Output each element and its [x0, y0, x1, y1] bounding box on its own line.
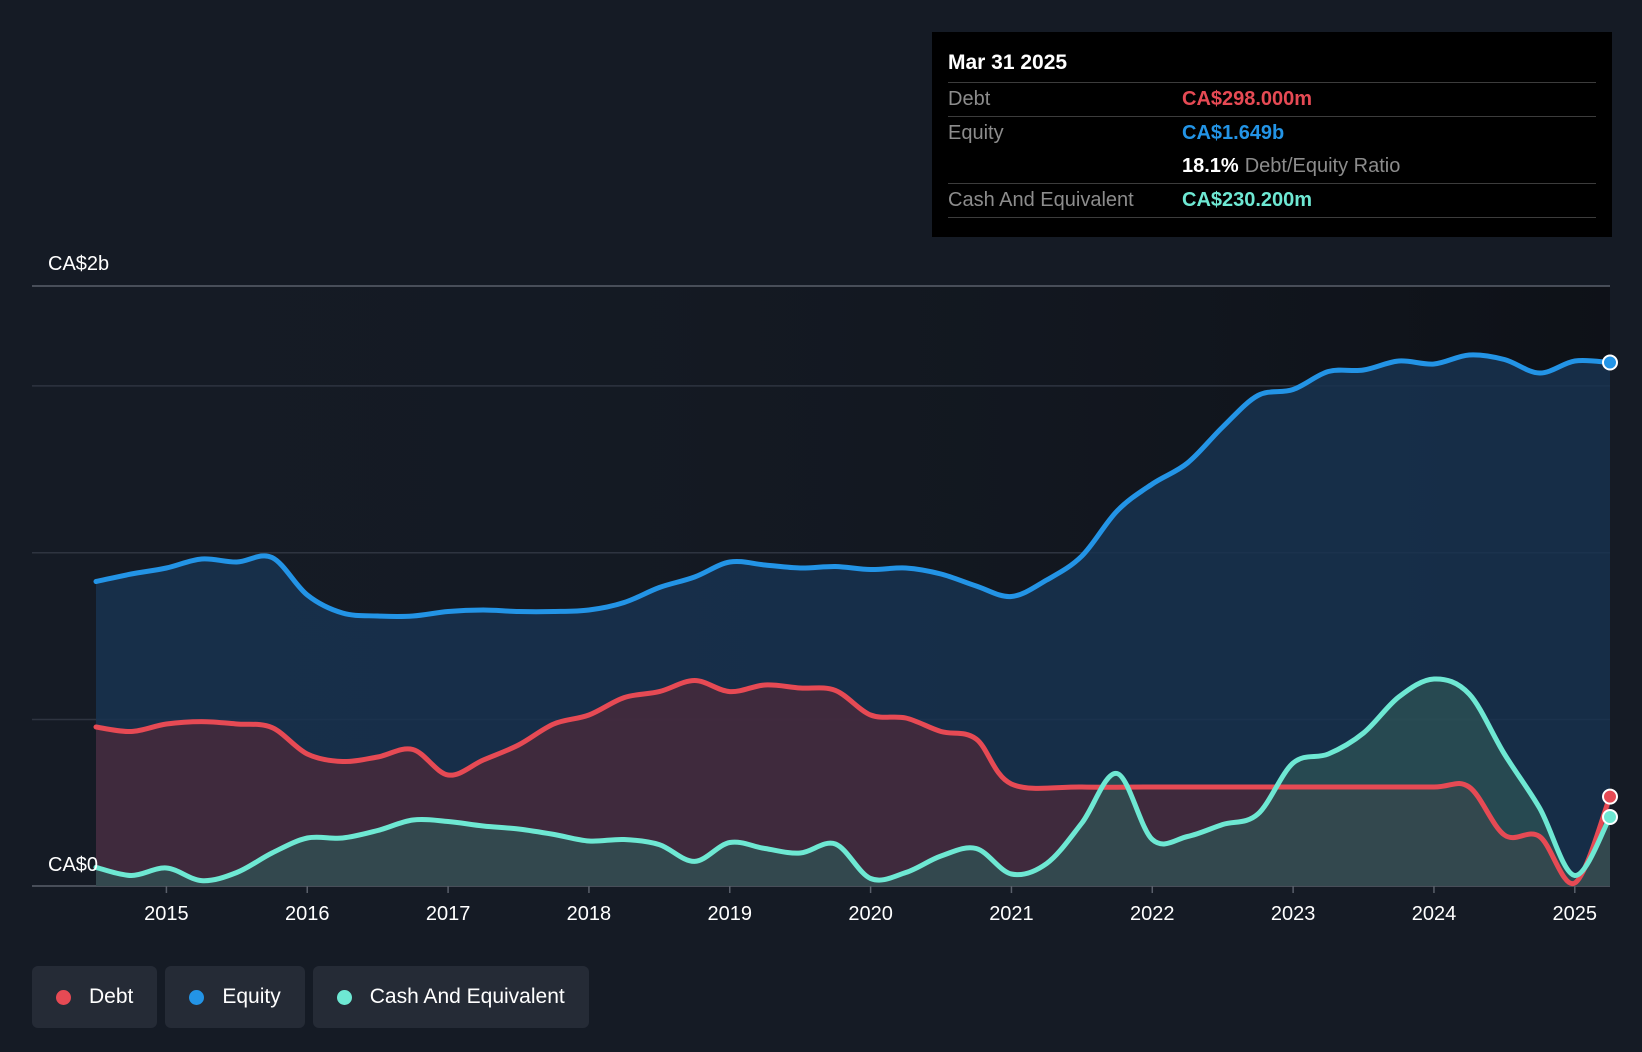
tooltip-equity-value: CA$1.649b [1182, 122, 1285, 144]
y-axis-bottom-label: CA$0 [48, 854, 98, 876]
x-tick-label: 2025 [1553, 903, 1598, 925]
legend-item-cash[interactable]: Cash And Equivalent [312, 966, 589, 1028]
debt-endpoint [1602, 788, 1618, 805]
legend: Debt Equity Cash And Equivalent [32, 966, 589, 1028]
x-tick-label: 2015 [144, 903, 189, 925]
x-tick-label: 2021 [989, 903, 1034, 925]
legend-label-debt: Debt [89, 985, 134, 1008]
cash-and-equivalent-endpoint [1602, 809, 1618, 825]
debt-line [93, 678, 1613, 886]
series-lines [93, 352, 1613, 886]
tooltip-debt-row: Debt CA$298.000m [948, 83, 1596, 117]
tooltip-ratio-label: Debt/Equity Ratio [1244, 155, 1401, 177]
legend-item-equity[interactable]: Equity [165, 966, 305, 1028]
series-areas [96, 354, 1610, 886]
legend-item-debt[interactable]: Debt [32, 966, 158, 1028]
cash-and-equivalent-area [96, 678, 1610, 886]
equity-dot-icon [189, 989, 205, 1005]
y-axis-top-label: CA$2b [48, 253, 109, 275]
x-tick-label: 2018 [567, 903, 612, 925]
tooltip-equity-label: Equity [948, 122, 1004, 144]
x-tick-label: 2024 [1412, 903, 1457, 925]
tooltip: Mar 31 2025 Debt CA$298.000m Equity CA$1… [932, 32, 1612, 237]
tooltip-cash-value: CA$230.200m [1182, 189, 1313, 211]
tooltip-cash-row: Cash And Equivalent CA$230.200m [948, 184, 1596, 218]
equity-area [96, 354, 1610, 886]
legend-label-equity: Equity [222, 985, 281, 1008]
cash-and-equivalent-line [93, 676, 1613, 884]
x-tick-label: 2017 [426, 903, 471, 925]
x-tick-label: 2019 [708, 903, 753, 925]
tooltip-debt-value: CA$298.000m [1182, 88, 1313, 110]
x-tick-label: 2020 [848, 903, 893, 925]
equity-line [93, 352, 1613, 619]
x-axis-ticks: 2015 2016 2017 2018 2019 2020 2021 2022 2023 2024… [144, 886, 1597, 925]
tooltip-cash-label: Cash And Equivalent [948, 189, 1134, 211]
tooltip-ratio-spacer [948, 150, 1182, 183]
series-endpoints [1602, 354, 1618, 825]
debt-dot-icon [56, 989, 71, 1005]
x-tick-label: 2022 [1130, 903, 1175, 925]
tooltip-date: Mar 31 2025 [948, 46, 1596, 83]
x-tick-label: 2023 [1271, 903, 1316, 925]
equity-endpoint [1602, 354, 1618, 371]
tooltip-ratio-row: 18.1% Debt/Equity Ratio [948, 150, 1596, 184]
tooltip-equity-row: Equity CA$1.649b [948, 117, 1596, 150]
cash-dot-icon [336, 989, 352, 1005]
legend-label-cash: Cash And Equivalent [369, 985, 565, 1008]
tooltip-debt-label: Debt [948, 88, 991, 110]
tooltip-ratio-value: 18.1% [1182, 155, 1239, 177]
x-tick-label: 2016 [285, 903, 330, 925]
